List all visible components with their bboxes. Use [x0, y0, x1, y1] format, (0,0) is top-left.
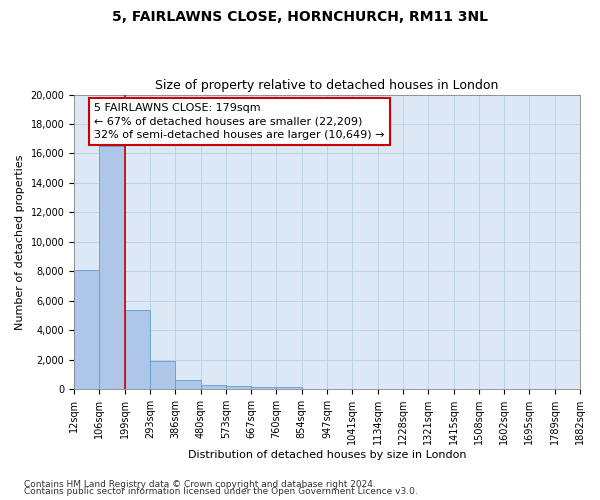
Y-axis label: Number of detached properties: Number of detached properties: [15, 154, 25, 330]
X-axis label: Distribution of detached houses by size in London: Distribution of detached houses by size …: [188, 450, 466, 460]
Text: 5, FAIRLAWNS CLOSE, HORNCHURCH, RM11 3NL: 5, FAIRLAWNS CLOSE, HORNCHURCH, RM11 3NL: [112, 10, 488, 24]
Bar: [74, 270, 100, 389]
Bar: [226, 386, 251, 389]
Bar: [200, 384, 226, 389]
Bar: [277, 388, 302, 389]
Text: Contains HM Land Registry data © Crown copyright and database right 2024.: Contains HM Land Registry data © Crown c…: [24, 480, 376, 489]
Bar: [150, 361, 175, 389]
Bar: [100, 146, 125, 389]
Bar: [175, 380, 200, 389]
Bar: [251, 386, 277, 389]
Text: Contains public sector information licensed under the Open Government Licence v3: Contains public sector information licen…: [24, 488, 418, 496]
Bar: [125, 310, 150, 389]
Text: 5 FAIRLAWNS CLOSE: 179sqm
← 67% of detached houses are smaller (22,209)
32% of s: 5 FAIRLAWNS CLOSE: 179sqm ← 67% of detac…: [94, 104, 385, 140]
Title: Size of property relative to detached houses in London: Size of property relative to detached ho…: [155, 79, 499, 92]
